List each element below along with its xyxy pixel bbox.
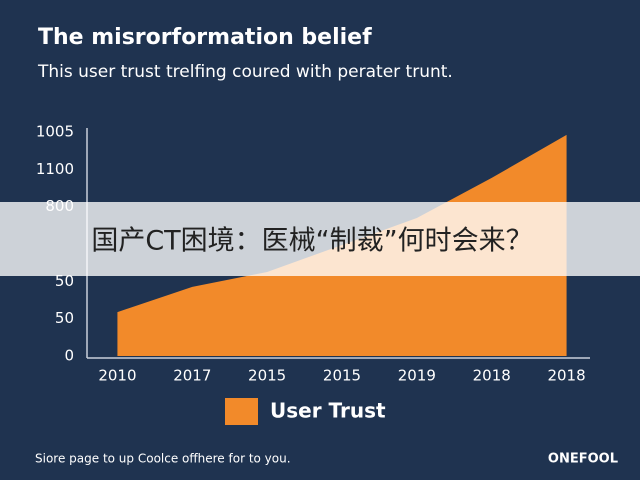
x-tick-label: 2015 <box>248 367 286 385</box>
y-tick-label: 0 <box>64 347 74 365</box>
chart-title: The misrorformation belief <box>38 25 372 50</box>
legend-label: User Trust <box>270 399 386 423</box>
y-tick-label: 1005 <box>36 123 74 141</box>
x-tick-label: 2019 <box>398 367 436 385</box>
x-tick-label: 2018 <box>473 367 511 385</box>
y-tick-label: 50 <box>55 272 74 290</box>
banner-band <box>0 202 640 276</box>
legend-swatch <box>225 398 258 425</box>
x-tick-label: 2018 <box>547 367 585 385</box>
x-tick-label: 2015 <box>323 367 361 385</box>
y-tick-label: 50 <box>55 309 74 327</box>
footer: Siore page to up Coolce offhere for to y… <box>35 452 291 466</box>
x-tick-label: 2017 <box>173 367 211 385</box>
x-tick-label: 2010 <box>98 367 136 385</box>
y-tick-label: 1100 <box>36 160 74 178</box>
banner-text: 国产CT困境：医械“制裁”何时会来？ <box>91 226 532 257</box>
brand: ONEFOOL <box>548 452 618 467</box>
chart-subtitle: This user trust trelfing coured with per… <box>37 62 453 82</box>
